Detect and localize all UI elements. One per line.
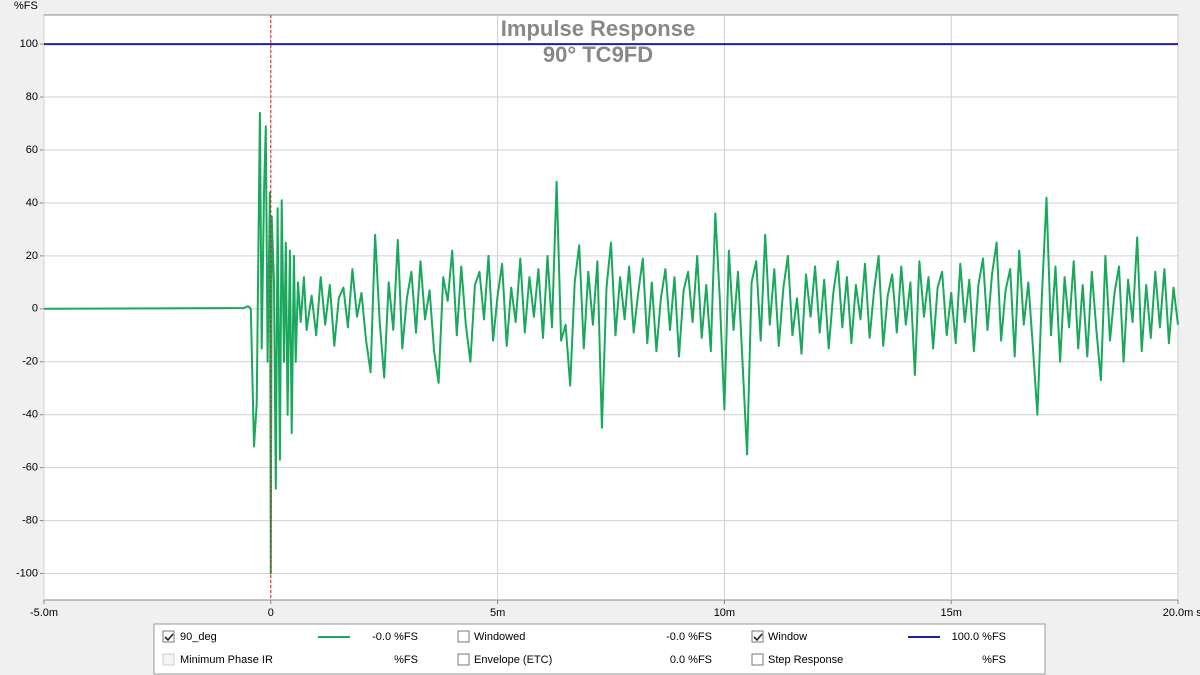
x-tick-label: 10m: [714, 607, 735, 619]
legend-name: Windowed: [474, 631, 525, 643]
checkbox[interactable]: [751, 653, 764, 666]
checkbox[interactable]: [457, 653, 470, 666]
x-tick-label: 20.0m: [1163, 607, 1194, 619]
checkbox: [162, 653, 175, 666]
checkbox[interactable]: [751, 630, 764, 643]
legend-name: 90_deg: [180, 631, 217, 643]
legend-value: 0.0 %FS: [670, 654, 712, 666]
y-tick-label: 20: [26, 250, 38, 262]
legend-value: 100.0 %FS: [952, 631, 1006, 643]
legend-name: Window: [768, 631, 807, 643]
legend-name: Envelope (ETC): [474, 654, 552, 666]
chart-subtitle: 90° TC9FD: [543, 42, 653, 67]
y-tick-label: 40: [26, 197, 38, 209]
checkbox[interactable]: [162, 630, 175, 643]
y-tick-label: -60: [22, 462, 38, 474]
y-unit: %FS: [14, 0, 38, 12]
x-tick-label: 5m: [490, 607, 505, 619]
x-tick-label: -5.0m: [30, 607, 58, 619]
legend-panel: [153, 623, 1046, 675]
y-tick-label: -40: [22, 409, 38, 421]
legend-name: Minimum Phase IR: [180, 654, 273, 666]
y-tick-label: 100: [20, 38, 38, 50]
x-tick-label: 15m: [940, 607, 961, 619]
series-line: [43, 111, 1179, 575]
checkmark: [164, 633, 174, 642]
legend-value: -0.0 %FS: [372, 631, 418, 643]
y-tick-label: -20: [22, 356, 38, 368]
y-tick-label: 60: [26, 144, 38, 156]
legend-value: %FS: [982, 654, 1006, 666]
y-tick-label: -80: [22, 514, 38, 526]
x-unit: s: [1196, 607, 1200, 619]
x-tick-label: 0: [268, 607, 274, 619]
y-tick-label: -100: [16, 567, 38, 579]
checkbox[interactable]: [457, 630, 470, 643]
chart-title: Impulse Response: [501, 16, 695, 41]
y-tick-label: 80: [26, 91, 38, 103]
checkmark: [753, 633, 763, 642]
y-tick-label: 0: [32, 303, 38, 315]
legend-value: -0.0 %FS: [666, 631, 712, 643]
legend-name: Step Response: [768, 654, 843, 666]
legend-value: %FS: [394, 654, 418, 666]
